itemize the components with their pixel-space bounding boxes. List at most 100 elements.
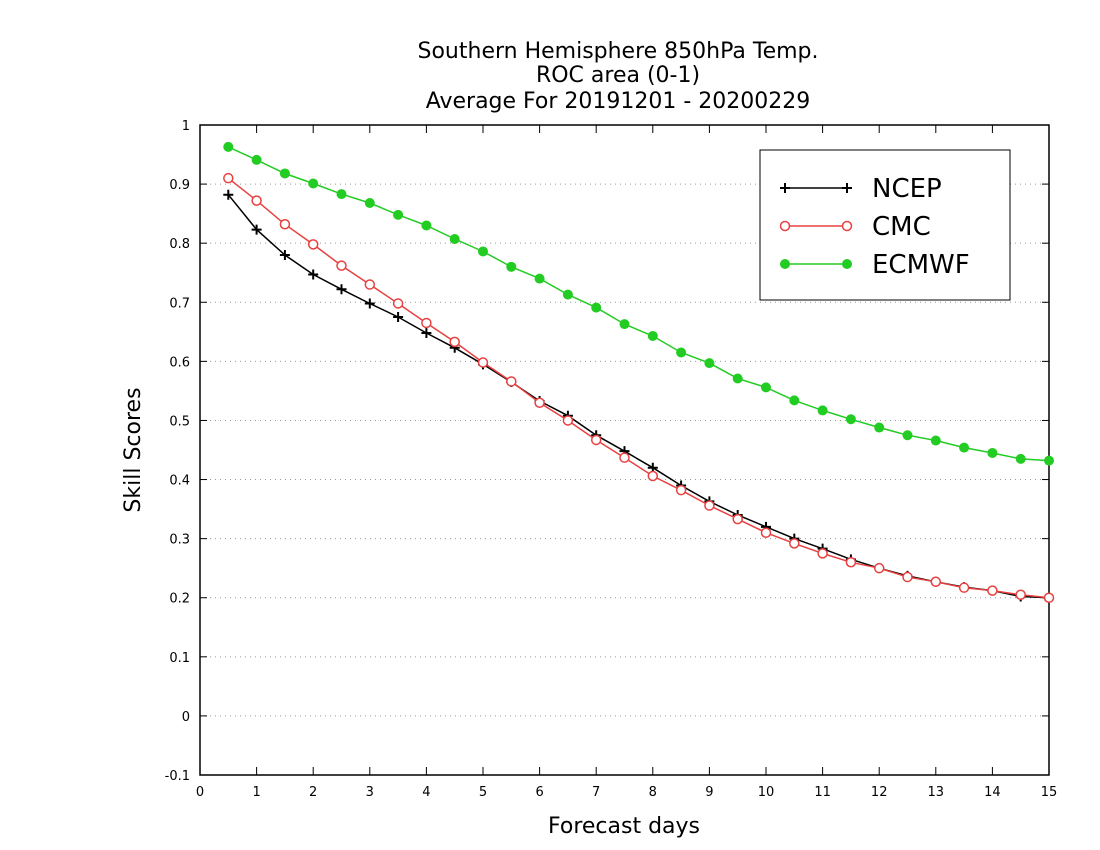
- data-point-cmc: [364, 279, 376, 290]
- data-point-cmc: [307, 239, 319, 250]
- x-tick-label: 1: [252, 785, 260, 800]
- data-point-ecmwf: [1044, 455, 1054, 466]
- data-point-cmc: [477, 357, 489, 368]
- data-point-cmc: [817, 548, 828, 559]
- data-point-ecmwf: [817, 405, 828, 416]
- x-tick-label: 3: [366, 785, 374, 800]
- x-tick-label: 0: [196, 785, 204, 800]
- data-point-ecmwf: [421, 220, 432, 231]
- y-axis-label: Skill Scores: [121, 387, 146, 512]
- data-point-cmc: [534, 397, 545, 408]
- data-point-ecmwf: [562, 289, 573, 300]
- x-tick-label: 8: [649, 785, 657, 800]
- data-point-ecmwf: [704, 358, 715, 369]
- legend-box: [759, 149, 1011, 301]
- y-tick-label: 0.5: [169, 414, 190, 429]
- data-point-cmc: [421, 317, 432, 329]
- data-point-cmc: [506, 376, 517, 387]
- x-tick-label: 4: [422, 785, 430, 800]
- plot-frame: [199, 124, 1050, 776]
- data-point-ecmwf: [930, 435, 941, 446]
- data-point-ncep: [279, 250, 290, 260]
- legend: NCEP CMC ECMWF: [759, 149, 1011, 301]
- x-tick-label: 14: [984, 785, 1001, 800]
- x-tick-label: 9: [705, 785, 713, 800]
- data-point-cmc: [987, 585, 998, 596]
- legend-marker: [841, 220, 853, 232]
- x-tick-label: 11: [814, 785, 831, 800]
- chart-title: Southern Hemisphere 850hPa Temp. ROC are…: [418, 39, 819, 114]
- data-point-cmc: [279, 219, 291, 230]
- data-point-ecmwf: [1015, 453, 1026, 464]
- data-point-cmc: [675, 484, 687, 496]
- legend-marker: [842, 183, 852, 193]
- data-point-ncep: [421, 328, 432, 338]
- x-tick-label: 2: [309, 785, 317, 800]
- data-point-cmc: [619, 452, 630, 463]
- data-point-ncep: [336, 284, 347, 295]
- legend-item-ecmwf: ECMWF: [780, 250, 970, 280]
- data-point-ecmwf: [364, 198, 375, 208]
- legend-item-cmc: CMC: [779, 212, 931, 242]
- title-line-1: Southern Hemisphere 850hPa Temp.: [418, 39, 819, 64]
- y-tick-label: -0.1: [165, 769, 190, 784]
- data-point-ecmwf: [223, 141, 234, 152]
- data-point-ecmwf: [676, 347, 687, 358]
- data-point-cmc: [562, 415, 574, 426]
- legend-items: NCEP CMC ECMWF: [779, 174, 970, 280]
- data-point-cmc: [590, 434, 602, 446]
- legend-label-ncep: NCEP: [872, 174, 942, 204]
- data-point-ecmwf: [449, 234, 460, 245]
- x-tick-label: 5: [479, 785, 487, 800]
- title-line-3: Average For 20191201 - 20200229: [426, 89, 811, 114]
- axis-ticks: -0.100.10.20.30.40.50.60.70.80.910 1 2 3 4 5 6…: [165, 119, 1058, 800]
- data-point-ecmwf: [279, 168, 290, 179]
- data-point-cmc: [223, 172, 234, 184]
- data-point-cmc: [930, 576, 942, 588]
- data-point-cmc: [845, 557, 857, 568]
- data-point-cmc: [732, 513, 743, 525]
- y-tick-label: 0: [182, 710, 190, 725]
- data-point-cmc: [336, 260, 347, 271]
- data-point-ecmwf: [393, 209, 404, 220]
- data-point-cmc: [873, 562, 885, 574]
- y-tick-label: 1: [182, 119, 190, 134]
- series-ecmwf: [223, 141, 1054, 466]
- data-point-ncep: [223, 189, 234, 200]
- data-point-cmc: [704, 500, 715, 511]
- legend-label-ecmwf: ECMWF: [872, 250, 970, 280]
- data-point-ecmwf: [845, 414, 856, 425]
- y-tick-label: 0.7: [169, 296, 190, 311]
- data-point-ecmwf: [789, 395, 800, 406]
- x-tick-label: 15: [1041, 785, 1058, 800]
- legend-item-ncep: NCEP: [780, 174, 942, 204]
- data-point-cmc: [760, 527, 772, 538]
- data-point-ecmwf: [647, 330, 658, 341]
- x-tick-label: 7: [592, 785, 600, 800]
- y-tick-label: 0.2: [169, 592, 190, 607]
- title-line-2: ROC area (0-1): [536, 63, 700, 88]
- data-point-cmc: [1015, 589, 1026, 601]
- data-point-ecmwf: [987, 447, 998, 458]
- data-point-ncep: [308, 269, 319, 280]
- legend-label-cmc: CMC: [872, 212, 931, 242]
- data-point-ecmwf: [308, 178, 319, 189]
- data-point-ncep: [251, 224, 262, 235]
- data-point-ecmwf: [874, 422, 885, 433]
- data-point-ecmwf: [959, 442, 970, 453]
- legend-marker: [779, 220, 791, 232]
- data-point-cmc: [647, 470, 659, 482]
- x-tick-label: 6: [535, 785, 543, 800]
- data-point-ecmwf: [761, 382, 771, 393]
- x-tick-label: 10: [758, 785, 775, 800]
- data-point-cmc: [958, 582, 970, 593]
- y-tick-label: 0.6: [169, 355, 190, 370]
- legend-marker: [842, 259, 852, 269]
- y-tick-label: 0.3: [169, 533, 190, 548]
- data-point-ecmwf: [902, 430, 913, 441]
- y-tick-label: 0.4: [169, 474, 190, 489]
- y-tick-label: 0.1: [169, 651, 190, 666]
- series-layer: [223, 141, 1055, 603]
- data-point-ncep: [364, 298, 375, 309]
